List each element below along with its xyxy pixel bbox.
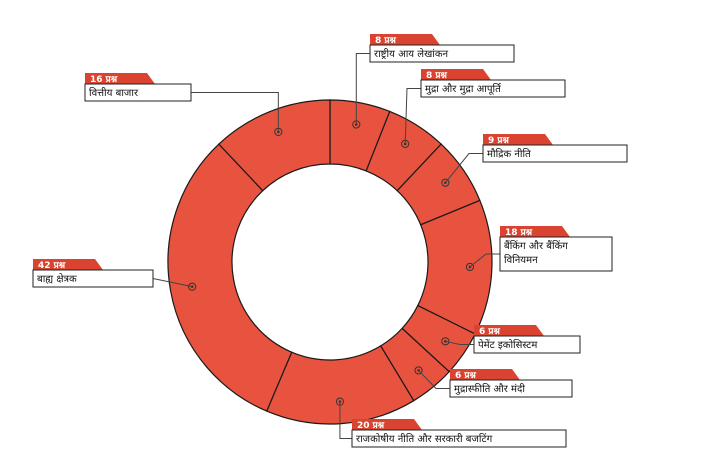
callout: 20 प्रश्न राजकोषीय नीति और सरकारी बजटिंग [351,419,567,448]
callout-tab [352,419,422,430]
callout-tab [474,325,544,336]
callout-box [84,83,192,102]
callout-box [351,429,567,448]
callout-count: 6 प्रश्न [479,327,501,337]
callout-label: बाह्य क्षेत्रक [37,273,77,285]
callout: 8 प्रश्न राष्ट्रीय आय लेखांकन [369,34,515,63]
callout-label: राष्ट्रीय आय लेखांकन [374,48,449,60]
callout-label: मुद्रा और मुद्रा आपूर्ति [425,83,502,95]
leader-line [469,253,500,268]
callout: 18 प्रश्न बैंकिंग और बैंकिंग विनियमन [499,226,613,272]
callout: 16 प्रश्न वित्तीय बाजार [84,73,192,102]
callout-box [420,79,566,98]
callout: 9 प्रश्न मौद्रिक नीति [482,134,628,163]
donut-slice [218,99,331,192]
callout-tab [500,226,570,237]
callout-count: 8 प्रश्न [375,36,397,46]
slice-marker-dot [190,285,194,288]
callout-label: राजकोषीय नीति और सरकारी बजटिंग [356,433,493,445]
callout-count: 6 प्रश्न [455,371,477,381]
leader-line [444,153,483,183]
leader-line [339,401,352,439]
leader-line [191,92,279,132]
donut-slice [167,143,293,412]
callouts: 8 प्रश्न राष्ट्रीय आय लेखांकन 8 प्रश्न मुद्… [32,34,628,448]
callout-box [473,335,581,354]
callout-tab [483,134,553,145]
callout: 8 प्रश्न मुद्रा और मुद्रा आपूर्ति [420,69,566,98]
callout-label: मौद्रिक नीति [487,148,531,160]
donut-slices [167,99,493,425]
callout: 6 प्रश्न मुद्रास्फीति और मंदी [449,369,573,398]
slice-marker [441,178,450,187]
slice-marker [441,337,450,346]
callout-count: 20 प्रश्न [357,421,385,431]
callout-count: 9 प्रश्न [488,136,510,146]
callout-box [499,236,613,272]
callout-tab [85,73,155,84]
callout-box [482,144,628,163]
callout-tab [421,69,491,80]
callout: 42 प्रश्न बाह्य क्षेत्रक [32,259,154,288]
leader-line [445,340,474,345]
callout-count: 42 प्रश्न [38,261,66,271]
callout-tab [33,259,103,270]
callout-count: 18 प्रश्न [505,228,533,238]
callout: 6 प्रश्न पेमेंट इकोसिस्टम [473,325,581,354]
callout-count: 16 प्रश्न [90,75,118,85]
leader-line [152,278,193,288]
callout-tab [370,34,440,45]
callout-box [32,269,154,288]
callout-box [369,44,515,63]
callout-count: 8 प्रश्न [426,71,448,81]
leader-line [404,88,421,144]
leader-line [355,53,370,125]
slice-marker [465,262,475,272]
callout-label: वित्तीय बाजार [89,87,139,99]
callout-label: बैंकिंग और बैंकिंग विनियमन [504,240,568,266]
leader-line [418,370,450,389]
callout-label: पेमेंट इकोसिस्टम [478,339,538,351]
callout-tab [450,369,520,380]
slice-marker [414,366,423,375]
leader-lines [152,53,500,439]
callout-box [449,379,573,398]
slice-marker [188,282,197,291]
callout-label: मुद्रास्फीति और मंदी [454,383,525,395]
